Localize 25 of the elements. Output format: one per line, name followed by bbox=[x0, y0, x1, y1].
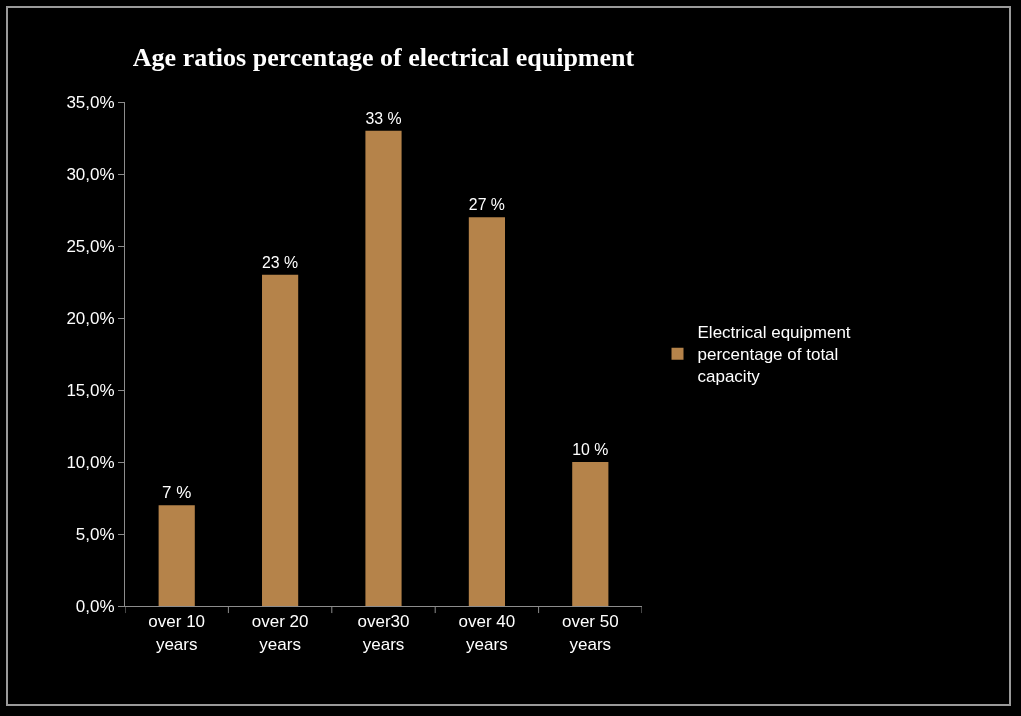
y-tick-label: 5,0% bbox=[75, 524, 115, 544]
bar bbox=[468, 217, 505, 606]
data-label: 27 % bbox=[468, 196, 505, 214]
bar bbox=[572, 462, 609, 606]
chart-title: Age ratios percentage of electrical equipment bbox=[132, 43, 635, 73]
y-tick-label: 35,0% bbox=[66, 92, 115, 112]
legend-label: Electrical equipment percentage of total capacity bbox=[697, 323, 851, 387]
bar bbox=[158, 505, 195, 606]
y-tick-label: 20,0% bbox=[66, 308, 115, 328]
data-label: 33 % bbox=[365, 110, 402, 128]
data-label: 23 % bbox=[262, 254, 299, 272]
y-tick-label: 15,0% bbox=[66, 380, 115, 400]
data-label: 7 % bbox=[162, 483, 192, 503]
data-label: 10 % bbox=[572, 441, 609, 459]
y-tick-label: 25,0% bbox=[66, 236, 115, 256]
x-tick-label: over30 years bbox=[357, 612, 410, 654]
bar bbox=[365, 130, 402, 606]
x-tick-label: over 20 years bbox=[251, 612, 309, 654]
x-tick-label: over 50 years bbox=[561, 612, 619, 654]
y-tick-label: 30,0% bbox=[66, 164, 115, 184]
x-tick-label: over 40 years bbox=[458, 612, 516, 654]
x-tick-label: over 10 years bbox=[148, 612, 206, 654]
y-tick-label: 10,0% bbox=[66, 452, 115, 472]
bar bbox=[262, 274, 299, 606]
y-tick-label: 0,0% bbox=[75, 596, 115, 616]
